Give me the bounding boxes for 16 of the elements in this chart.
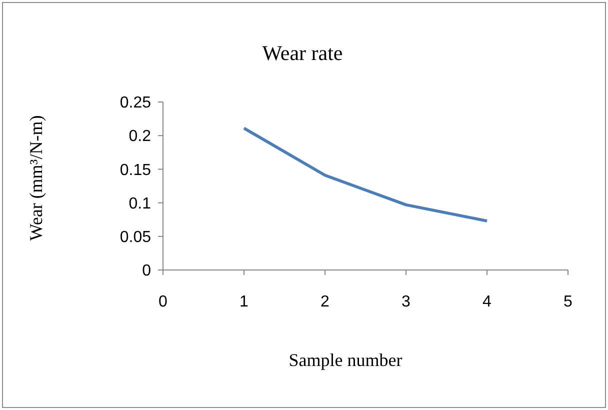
x-tick-label: 5 [564, 294, 573, 311]
line-series [242, 126, 488, 222]
y-tick-label: 0.1 [128, 195, 152, 212]
x-tick-label: 1 [240, 294, 249, 311]
x-tick-label: 2 [320, 294, 330, 311]
y-axis-title: Wear (mm³/N-m) [26, 115, 46, 241]
x-axis-title: Sample number [288, 350, 402, 370]
y-tick-label: 0 [142, 262, 152, 280]
x-tick-label: 3 [402, 294, 411, 311]
chart-title: Wear rate [262, 41, 343, 65]
x-tick-label: 4 [482, 294, 492, 311]
x-tick-label: 0 [158, 294, 168, 311]
y-tick-label: 0.15 [120, 162, 152, 179]
y-tick-label: 0.05 [120, 229, 152, 246]
y-tick-label: 0.2 [128, 128, 152, 146]
y-tick-label: 0.25 [120, 94, 152, 112]
